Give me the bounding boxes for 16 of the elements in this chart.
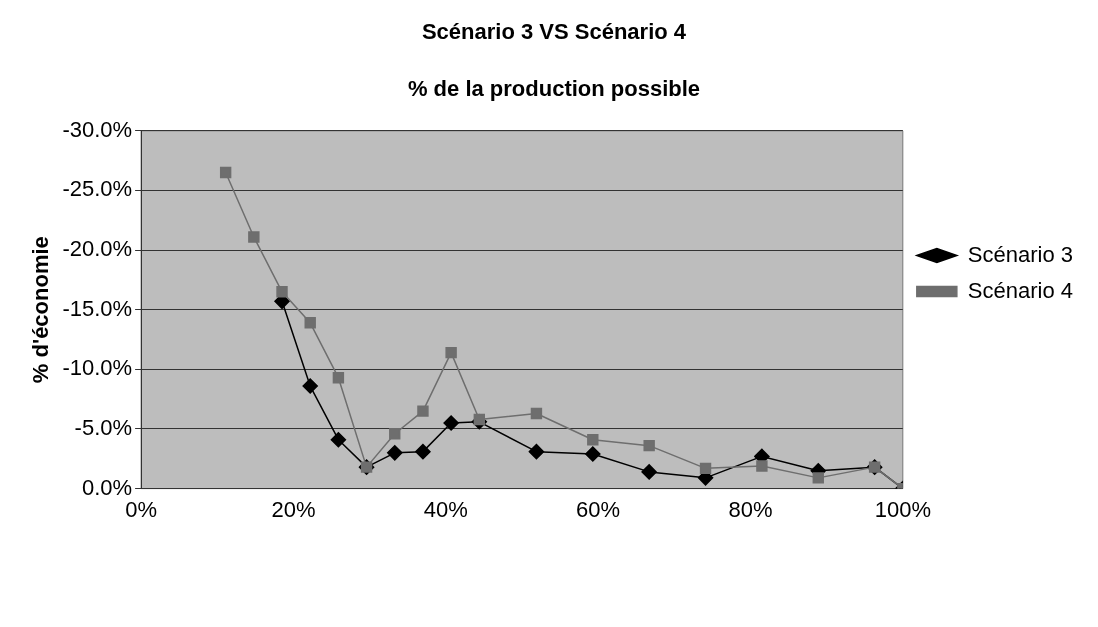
x-tick-label: 60%	[576, 496, 621, 522]
chart-subtitle: % de la production possible	[407, 75, 701, 101]
x-tick-label: 80%	[728, 496, 773, 522]
y-tick-label: -20.0%	[62, 236, 133, 262]
y-tick-label: -10.0%	[62, 355, 133, 381]
x-tick-label: 40%	[423, 496, 468, 522]
y-tick-label: -5.0%	[74, 415, 133, 441]
y-tick-label: -15.0%	[62, 295, 133, 321]
y-axis-title: % d'économie	[28, 236, 54, 384]
x-tick-label: 20%	[271, 496, 316, 522]
x-tick-label: 100%	[874, 496, 931, 522]
y-tick-label: -30.0%	[62, 116, 133, 142]
legend-label: Scénario 3	[967, 241, 1074, 267]
legend-label: Scénario 4	[967, 277, 1074, 303]
chart-title: Scénario 3 VS Scénario 4	[421, 19, 687, 45]
y-tick-label: -25.0%	[62, 176, 133, 202]
